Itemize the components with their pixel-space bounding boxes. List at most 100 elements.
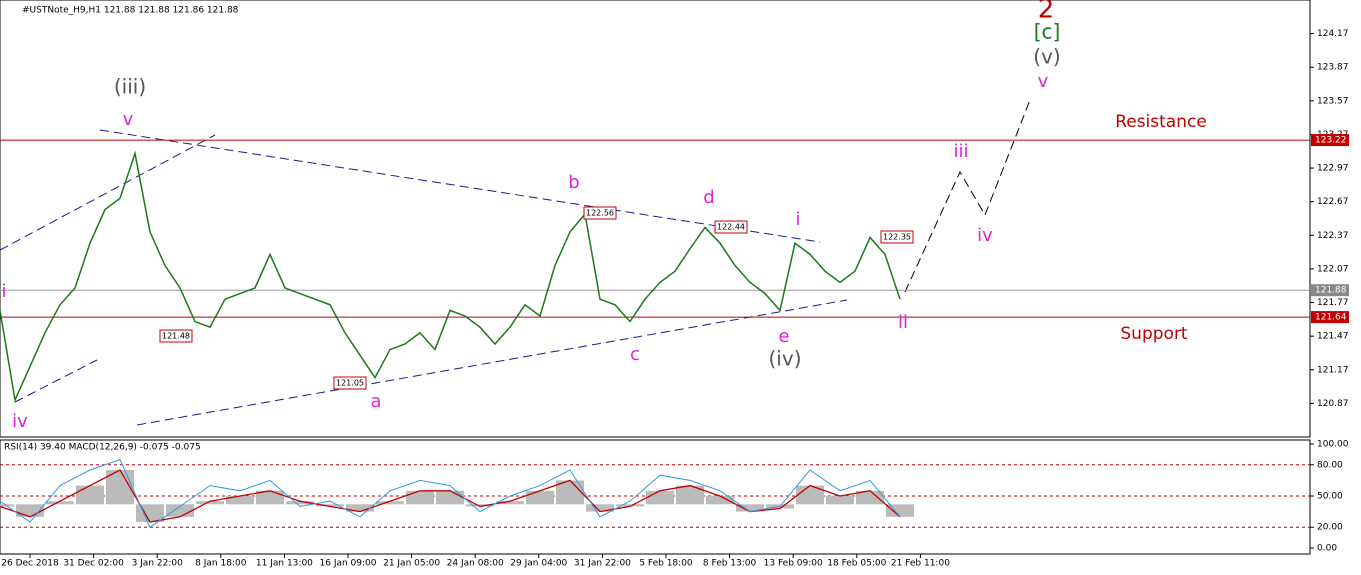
x-tick-label: 21 Feb 11:00 [891,559,950,569]
y-tick-label: 123.57 [1317,96,1349,106]
macd-bar [316,504,344,507]
macd-bar [256,490,284,505]
level-tag-label: 123.22 [1315,136,1347,146]
y-tick-label: 120.87 [1317,399,1349,409]
y-tick-label: 121.77 [1317,298,1349,308]
x-tick-label: 24 Jan 08:00 [447,559,504,569]
macd-bar [136,504,164,522]
wave-label: i [1,281,6,302]
macd-bar [496,501,524,505]
macd-bar [736,504,764,512]
price-tag-label: 121.05 [336,379,364,388]
wave-label: ii [898,312,908,333]
macd-bar [376,501,404,505]
y-tick-label: 121.47 [1317,332,1349,342]
indicator-tick-label: 50.00 [1317,492,1343,502]
wave-label: i [795,209,800,230]
x-tick-label: 21 Jan 05:00 [383,559,440,569]
macd-bar [676,485,704,505]
price-tag [159,329,193,343]
macd-bar [466,504,494,507]
price-tag-label: 121.48 [162,332,190,341]
wave-label: iii [953,141,968,162]
price-tag-label: 122.56 [586,209,614,218]
x-tick-label: 26 Dec 2018 [1,559,59,569]
resistance-label: Resistance [1115,112,1207,132]
macd-bar [76,485,104,505]
level-tag-label: 121.64 [1315,313,1347,323]
wave-label: [c] [1034,20,1061,44]
macd-bar [436,490,464,505]
y-tick-label: 121.17 [1317,365,1349,375]
x-tick-label: 31 Jan 22:00 [574,559,631,569]
macd-bar [346,504,374,512]
macd-bar [526,490,554,505]
forecast-path [904,99,1031,293]
macd-bar [856,490,884,505]
macd-bar [556,480,584,505]
wave-label: b [568,172,579,193]
indicator-tick-label: 80.00 [1317,460,1343,470]
y-tick-label: 122.37 [1317,231,1349,241]
x-tick-label: 16 Jan 09:00 [320,559,377,569]
wave-label: (v) [1033,45,1060,69]
price-tag-label: 122.44 [717,223,745,232]
macd-bar [886,504,914,517]
price-tag [583,206,617,220]
macd-bar [226,496,254,505]
macd-bar [196,501,224,505]
level-tag [1311,134,1349,147]
wave-label: v [123,109,134,130]
y-tick-label: 122.67 [1317,197,1349,207]
support-label: Support [1120,324,1188,344]
indicator-label: RSI(14) 39.40 MACD(12,26,9) -0.075 -0.07… [4,443,201,453]
price-tag-label: 122.35 [883,233,911,242]
macd-bar [616,504,644,507]
x-tick-label: 8 Feb 13:00 [703,559,757,569]
wave-label: iv [977,225,993,246]
macd-bar [406,490,434,505]
price-tag [880,230,914,244]
wave-label: (iii) [114,75,146,99]
level-tag [1311,311,1349,324]
level-tag [1311,284,1349,297]
x-tick-label: 18 Feb 05:00 [827,559,886,569]
macd-bar [0,504,14,507]
y-tick-label: 124.17 [1317,29,1349,39]
trendlines [0,129,848,426]
x-tick-label: 11 Jan 13:00 [256,559,313,569]
wave-label: e [778,326,789,347]
x-tick-label: 3 Jan 22:00 [132,559,184,569]
wave-label: c [630,344,640,365]
x-tick-label: 5 Feb 18:00 [639,559,693,569]
rsi-line [0,458,901,528]
macd-bar [646,490,674,505]
macd-bar [706,496,734,505]
wave-label: v [1038,71,1049,92]
indicator-tick-label: 20.00 [1317,523,1343,533]
wave-label: (iv) [769,347,802,371]
x-tick-label: 8 Jan 18:00 [195,559,247,569]
y-tick-label: 122.07 [1317,264,1349,274]
level-tag-label: 121.88 [1315,286,1347,296]
x-tick-label: 31 Dec 02:00 [63,559,124,569]
wave-label: 2 [1038,0,1055,25]
x-tick-label: 13 Feb 09:00 [764,559,823,569]
wave-label: a [370,391,381,412]
macd-bar [826,496,854,505]
wave-label: iv [12,411,28,432]
wave-label: d [703,187,714,208]
y-tick-label: 122.97 [1317,164,1349,174]
y-tick-label: 123.87 [1317,63,1349,73]
indicator-tick-label: 0.00 [1317,544,1337,554]
price-tag [714,220,748,234]
x-tick-label: 29 Jan 04:00 [510,559,567,569]
main-panel [0,0,1311,438]
macd-bar [586,504,614,512]
chart-title: #USTNote_H9,H1 121.88 121.88 121.86 121.… [22,6,239,16]
indicator-tick-label: 100.00 [1317,440,1349,450]
price-line [0,150,901,403]
macd-bar [46,501,74,505]
price-tag [333,376,367,390]
